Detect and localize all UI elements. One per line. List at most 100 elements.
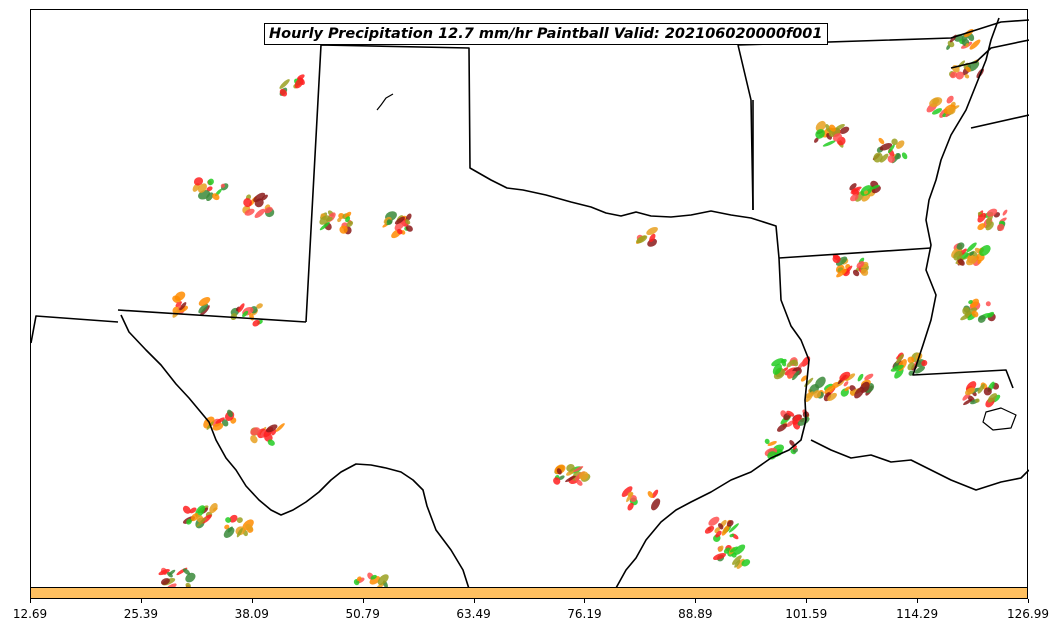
precipitation-blob: [907, 362, 915, 371]
colorbar-tick-label: 25.39: [123, 607, 159, 621]
precipitation-blob: [267, 439, 275, 446]
colorbar-tick: [695, 599, 697, 603]
precipitation-blob: [252, 319, 260, 327]
colorbar-tick-label: 12.69: [12, 607, 48, 621]
precipitation-blob: [254, 208, 266, 219]
colorbar-tick-label: 114.29: [896, 607, 939, 621]
precipitation-blob: [781, 358, 787, 364]
reservoir-outline: [376, 93, 394, 111]
precipitation-blob: [888, 144, 895, 154]
arkansas-border: [737, 19, 1029, 259]
precipitation-blob: [206, 192, 214, 202]
precipitation-blob: [339, 225, 348, 234]
precipitation-blob: [647, 491, 654, 498]
precipitation-blob: [179, 302, 187, 311]
precipitation-blob: [856, 261, 865, 269]
precipitation-blob: [732, 555, 742, 565]
precipitation-blob: [377, 574, 389, 585]
precipitation-blob: [225, 517, 232, 523]
precipitation-blob: [158, 569, 170, 576]
state-borders: [31, 17, 1029, 596]
colorbar-tick-label: 76.19: [567, 607, 602, 621]
precipitation-blob: [245, 523, 253, 531]
precipitation-blob: [242, 310, 249, 318]
precipitation-blob: [964, 387, 976, 396]
colorbar-tick: [30, 599, 31, 603]
colorbar-tick: [251, 599, 253, 603]
precipitation-blob: [166, 571, 173, 578]
precipitation-blob: [212, 422, 224, 431]
precipitation-blob: [839, 126, 850, 134]
precipitation-blob: [864, 373, 874, 381]
colorbar-tick-label: 38.09: [234, 607, 269, 621]
precipitation-blob: [237, 303, 245, 313]
precipitation-blob: [576, 479, 583, 486]
precipitation-blob: [345, 216, 351, 223]
precipitation-blob: [651, 498, 661, 511]
precipitation-blob: [955, 71, 964, 80]
precipitation-blob: [914, 366, 925, 374]
precipitation-blob: [977, 223, 986, 231]
precipitation-blob: [319, 221, 330, 231]
precipitation-blob: [800, 375, 808, 382]
precipitation-blob: [815, 120, 826, 132]
map-panel: Hourly Precipitation 12.7 mm/hr Paintbal…: [30, 9, 1029, 599]
colorbar-tick: [584, 599, 586, 603]
precipitation-blob: [741, 559, 751, 567]
precipitation-blob: [346, 220, 354, 228]
precipitation-blob: [397, 228, 403, 235]
precipitation-blob: [824, 385, 836, 395]
map-title: Hourly Precipitation 12.7 mm/hr Paintbal…: [264, 23, 828, 45]
precipitation-blob: [651, 489, 659, 499]
precipitation-blob: [212, 193, 220, 201]
precipitation-blob: [566, 464, 575, 472]
colorbar-tick: [806, 599, 808, 603]
colorbar-tick-label: 101.59: [785, 607, 828, 621]
precipitation-blob: [731, 552, 737, 558]
precipitation-blob: [946, 95, 954, 104]
precipitation-blob: [839, 371, 851, 381]
precipitation-blob: [963, 398, 973, 406]
precipitation-blob: [786, 359, 795, 368]
precipitation-blob: [977, 212, 987, 223]
precipitation-blob: [836, 268, 847, 278]
precipitation-blob: [977, 383, 985, 394]
precipitation-blob: [405, 219, 411, 225]
precipitation-blob: [172, 295, 181, 304]
precipitation-blob: [767, 451, 777, 460]
precipitation-blob: [986, 208, 998, 217]
precipitation-blob: [822, 140, 836, 147]
precipitation-blob: [987, 393, 998, 403]
precipitation-blob: [261, 194, 268, 201]
precipitation-blob: [997, 223, 1005, 232]
precipitation-blob: [176, 301, 182, 308]
precipitation-blob: [957, 258, 965, 266]
precipitation-blob: [729, 546, 739, 553]
precipitation-blob: [985, 221, 994, 231]
precipitation-blob: [843, 381, 849, 387]
precipitation-blob: [861, 194, 871, 202]
precipitation-blob: [827, 392, 837, 401]
precipitation-blob: [319, 215, 330, 225]
new-mexico-border: [31, 309, 307, 344]
mississippi-river-border: [912, 17, 1014, 389]
precipitation-blob: [271, 429, 277, 436]
precipitation-blob: [890, 364, 904, 372]
precipitation-blob: [185, 582, 191, 588]
precipitation-blob: [636, 235, 648, 244]
precipitation-blob: [966, 255, 978, 266]
precipitation-blob: [196, 517, 207, 528]
precipitation-blob: [857, 373, 864, 382]
precipitation-blob: [964, 74, 970, 79]
precipitation-blob: [829, 124, 836, 132]
precipitation-blob: [182, 568, 191, 575]
precipitation-blob: [825, 124, 831, 132]
oklahoma-border: [737, 44, 754, 211]
precipitation-blob: [715, 530, 722, 538]
precipitation-blob: [182, 505, 191, 514]
precipitation-blob: [977, 259, 982, 264]
precipitation-blob: [708, 516, 720, 526]
precipitation-blob: [851, 186, 862, 192]
precipitation-blob: [279, 88, 288, 97]
precipitation-blob: [734, 559, 741, 568]
